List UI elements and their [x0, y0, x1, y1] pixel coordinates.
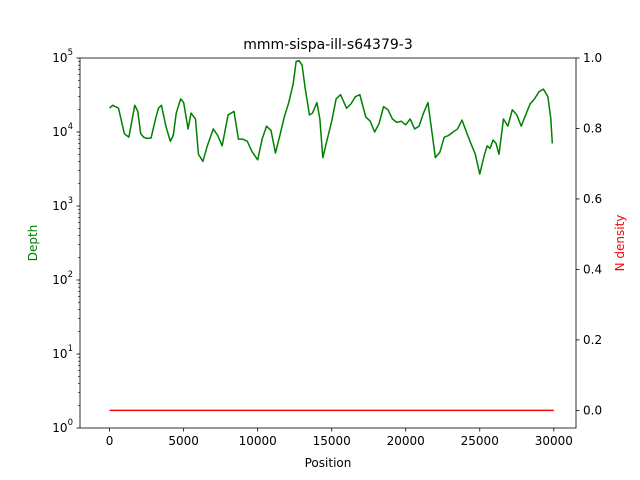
x-axis-ticks: 0 5000 10000 15000 20000 25000 30000 — [106, 428, 573, 448]
series-layer — [109, 59, 554, 412]
right-tick-label: 0.2 — [583, 333, 602, 347]
x-tick-label: 15000 — [313, 434, 351, 448]
right-axis-ticks: 0.0 0.2 0.4 0.6 0.8 1.0 — [576, 51, 602, 417]
plot-frame — [79, 57, 577, 429]
right-tick-label: 1.0 — [583, 51, 602, 65]
x-tick-label: 0 — [106, 434, 114, 448]
x-tick-label: 20000 — [387, 434, 425, 448]
x-tick-label: 30000 — [535, 434, 573, 448]
x-tick-label: 5000 — [168, 434, 199, 448]
right-tick-label: 0.4 — [583, 262, 602, 276]
x-tick-label: 10000 — [239, 434, 277, 448]
depth-series-line — [109, 59, 554, 175]
right-tick-label: 0.6 — [583, 192, 602, 206]
x-axis-label: Position — [305, 456, 352, 470]
x-tick-label: 25000 — [461, 434, 499, 448]
left-axis-label: Depth — [26, 225, 40, 262]
chart-title: mmm-sispa-ill-s64379-3 — [243, 37, 412, 53]
right-tick-label: 0.8 — [583, 121, 602, 135]
right-axis-label: N density — [613, 215, 627, 272]
right-tick-label: 0.0 — [583, 403, 602, 417]
